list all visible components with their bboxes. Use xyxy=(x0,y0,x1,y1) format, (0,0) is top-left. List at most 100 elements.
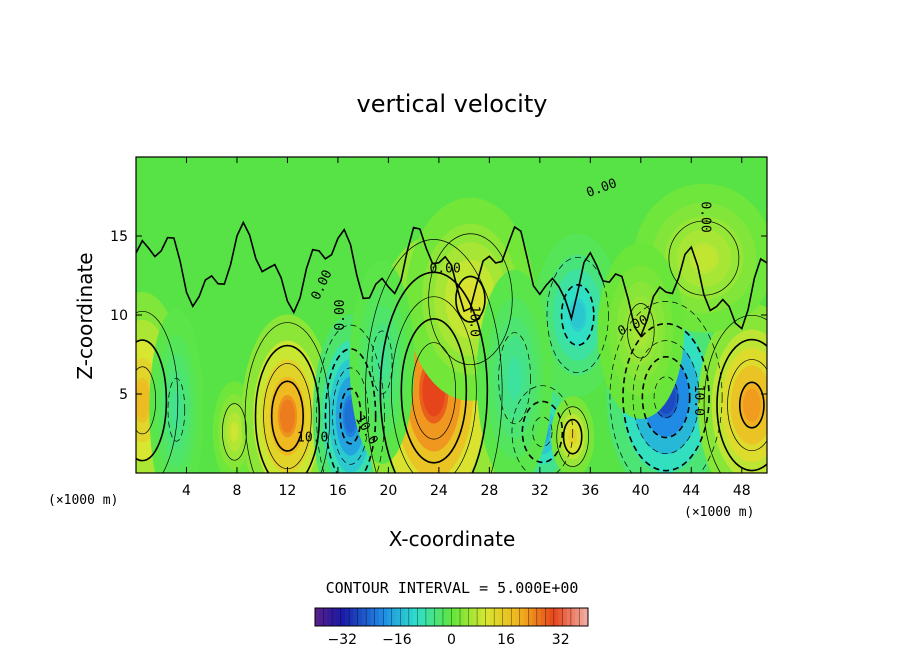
field-core xyxy=(692,245,716,271)
colorbar-segment xyxy=(430,608,435,626)
colorbar-tick-label: 32 xyxy=(552,632,570,648)
colorbar-segment xyxy=(519,608,525,626)
negative-contour xyxy=(622,322,710,472)
colorbar-segment xyxy=(562,608,567,626)
field-core xyxy=(633,316,648,346)
colorbar-segment xyxy=(349,608,354,626)
colorbar-segment xyxy=(357,608,363,626)
negative-contour xyxy=(641,355,691,439)
colorbar-segment xyxy=(528,608,533,626)
colorbar-segment xyxy=(404,608,410,626)
contour-label: 10.0 xyxy=(466,306,481,337)
colorbar-segment xyxy=(442,608,448,626)
x-tick-label: 24 xyxy=(430,483,448,499)
negative-contour xyxy=(316,324,385,473)
field-core xyxy=(171,393,181,427)
negative-contour xyxy=(521,400,564,464)
contour-label: 0.00 xyxy=(697,201,712,232)
colorbar-segment xyxy=(378,608,384,626)
colorbar-segment xyxy=(575,608,580,626)
positive-contour xyxy=(390,296,477,473)
positive-contour xyxy=(400,318,468,464)
colorbar-segment xyxy=(570,608,576,626)
contour-label: 0.00 xyxy=(333,299,348,330)
colorbar-segment xyxy=(566,608,572,626)
colorbar-segment xyxy=(400,608,405,626)
field-core xyxy=(230,423,238,441)
colorbar-tick-label: −16 xyxy=(382,632,412,648)
colorbar-segment xyxy=(451,608,457,626)
colorbar-tick-label: −32 xyxy=(328,632,358,648)
colorbar-segment xyxy=(370,608,376,626)
colorbar-segment xyxy=(332,608,337,626)
positive-contour xyxy=(627,303,655,359)
x-unit-left: (×1000 m) xyxy=(48,493,118,508)
positive-contour xyxy=(428,233,513,366)
colorbar-segment xyxy=(468,608,474,626)
colorbar-segment xyxy=(541,608,546,626)
field-core xyxy=(743,388,761,422)
field-core xyxy=(136,382,150,419)
negative-contour xyxy=(371,330,393,395)
x-tick-label: 4 xyxy=(182,483,191,499)
colorbar-segment xyxy=(515,608,521,626)
x-tick-label: 8 xyxy=(232,483,241,499)
colorbar-segment xyxy=(455,608,461,626)
negative-contour xyxy=(609,301,723,473)
colorbar-segment xyxy=(421,608,427,626)
colorbar-segment xyxy=(536,608,542,626)
positive-contour xyxy=(136,366,157,435)
colorbar: −32 −16 0 16 32 xyxy=(314,607,589,648)
x-tick-label: 44 xyxy=(682,483,700,499)
x-tick-label: 48 xyxy=(733,483,751,499)
colorbar-segment xyxy=(408,608,414,626)
colorbar-segment xyxy=(502,608,508,626)
colorbar-segment xyxy=(383,608,388,626)
colorbar-segment xyxy=(353,608,358,626)
field-core xyxy=(508,360,521,396)
x-tick-label: 40 xyxy=(632,483,650,499)
velocity-cell xyxy=(697,303,767,473)
colorbar-segment xyxy=(336,608,341,626)
y-tick-label: 10 xyxy=(110,308,128,324)
colorbar-segment xyxy=(327,608,333,626)
negative-contour xyxy=(653,376,679,418)
positive-contour xyxy=(727,359,767,452)
negative-contour xyxy=(511,385,574,473)
velocity-cell xyxy=(476,269,553,473)
field-core xyxy=(279,399,295,433)
colorbar-tick-label: 0 xyxy=(447,632,456,648)
colorbar-segment xyxy=(472,608,478,626)
negative-contour xyxy=(632,340,700,455)
colorbar-segment xyxy=(498,608,503,626)
colorbar-tick-label: 16 xyxy=(497,632,515,648)
colorbar-segment xyxy=(494,608,499,626)
colorbar-segment xyxy=(417,608,422,626)
contour-label: 10.0 xyxy=(297,430,328,445)
colorbar-segment xyxy=(366,608,371,626)
colorbar-segment xyxy=(489,608,495,626)
x-tick-label: 32 xyxy=(531,483,549,499)
colorbar-segment xyxy=(387,608,393,626)
y-tick-label: 15 xyxy=(110,229,128,245)
colorbar-segment xyxy=(464,608,469,626)
zero-contour xyxy=(136,220,767,338)
negative-contour xyxy=(532,416,553,448)
positive-contour xyxy=(136,310,179,473)
positive-contour xyxy=(136,339,168,462)
colorbar-segment xyxy=(553,608,559,626)
x-unit-right: (×1000 m) xyxy=(684,505,754,520)
positive-contour xyxy=(738,381,765,429)
colorbar-segment xyxy=(323,608,329,626)
colorbar-segment xyxy=(438,608,444,626)
colorbar-segment xyxy=(583,608,589,626)
x-tick-label: 20 xyxy=(379,483,397,499)
x-tick-label: 36 xyxy=(581,483,599,499)
colorbar-segment xyxy=(425,608,431,626)
colorbar-segment xyxy=(391,608,397,626)
positive-contour xyxy=(455,275,486,323)
colorbar-segment xyxy=(447,608,452,626)
colorbar-segment xyxy=(477,608,482,626)
colorbar-segment xyxy=(579,608,585,626)
